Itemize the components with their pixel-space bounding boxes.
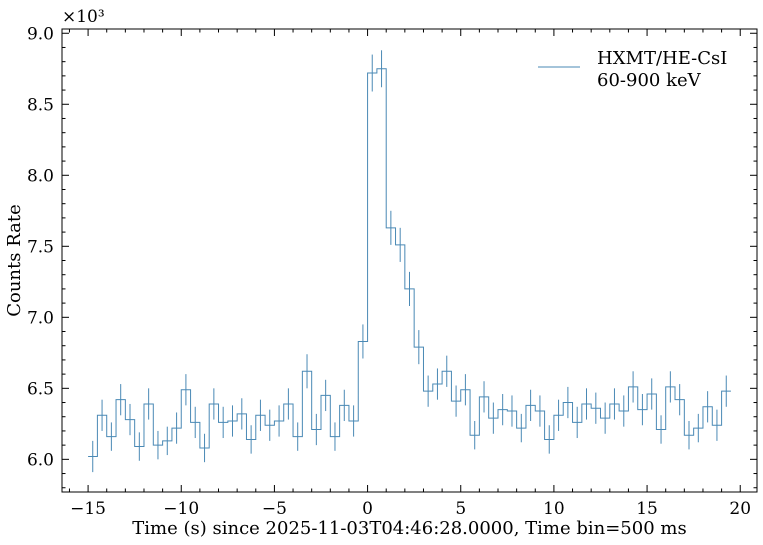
x-tick-label: −5 — [262, 499, 287, 519]
x-tick-label: −10 — [163, 499, 199, 519]
y-tick-label: 8.0 — [27, 166, 54, 186]
y-tick-label: 7.5 — [27, 237, 54, 257]
plot-frame — [61, 28, 758, 493]
x-tick-label: −15 — [70, 499, 106, 519]
x-axis-label: Time (s) since 2025-11-03T04:46:28.0000,… — [132, 518, 686, 539]
y-axis-label: Counts Rate — [4, 204, 25, 317]
tick-labels: −15 −10 −5 0 5 10 15 20 6.0 6.5 7.0 7.5 8.0 8.5 9.0 — [27, 24, 751, 519]
x-tick-label: 15 — [636, 499, 658, 519]
y-tick-label: 9.0 — [27, 24, 54, 44]
y-tick-label: 7.0 — [27, 308, 54, 328]
axes-ticks — [62, 29, 757, 492]
y-tick-label: 6.0 — [27, 450, 54, 470]
x-tick-label: 20 — [729, 499, 751, 519]
x-tick-label: 0 — [362, 499, 373, 519]
legend-label-instrument: HXMT/HE-CsI — [597, 48, 727, 69]
light-curve-step-line — [88, 68, 731, 457]
x-tick-label: 5 — [455, 499, 466, 519]
legend-label-energy: 60-900 keV — [597, 70, 702, 91]
x-tick-label: 10 — [543, 499, 565, 519]
y-axis-multiplier: ×10³ — [62, 7, 105, 27]
y-tick-label: 6.5 — [27, 379, 54, 399]
legend: HXMT/HE-CsI 60-900 keV — [538, 48, 727, 91]
y-tick-label: 8.5 — [27, 95, 54, 115]
data-series — [88, 50, 731, 473]
